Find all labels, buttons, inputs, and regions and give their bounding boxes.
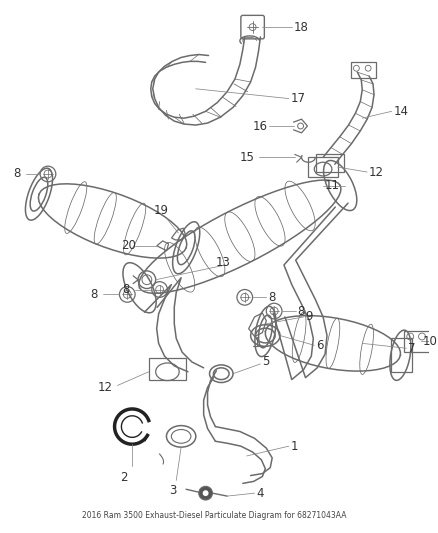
Text: 10: 10 — [423, 335, 438, 348]
Text: 1: 1 — [291, 440, 298, 453]
Text: 8: 8 — [122, 283, 130, 296]
Text: 8: 8 — [14, 167, 21, 181]
Text: 8: 8 — [90, 288, 97, 301]
Text: 19: 19 — [154, 204, 169, 217]
Text: 11: 11 — [325, 179, 340, 192]
Text: 6: 6 — [316, 339, 324, 352]
Text: 8: 8 — [298, 304, 305, 318]
Text: 3: 3 — [170, 484, 177, 497]
Circle shape — [203, 490, 208, 496]
Text: 12: 12 — [369, 166, 384, 179]
Text: 14: 14 — [394, 105, 409, 118]
Text: 9: 9 — [305, 310, 313, 324]
Text: 16: 16 — [253, 119, 268, 133]
Text: 4: 4 — [257, 487, 264, 499]
Text: 7: 7 — [408, 342, 416, 355]
Text: 12: 12 — [98, 381, 113, 394]
Text: 5: 5 — [262, 356, 270, 368]
Text: 8: 8 — [268, 291, 276, 304]
Text: 15: 15 — [240, 151, 255, 164]
Text: 17: 17 — [291, 92, 306, 105]
Text: 18: 18 — [294, 21, 309, 34]
Circle shape — [199, 486, 212, 500]
Text: 13: 13 — [215, 256, 230, 269]
Text: 2016 Ram 3500 Exhaust-Diesel Particulate Diagram for 68271043AA: 2016 Ram 3500 Exhaust-Diesel Particulate… — [82, 511, 346, 520]
Text: 20: 20 — [122, 239, 137, 252]
Text: 2: 2 — [120, 471, 128, 484]
